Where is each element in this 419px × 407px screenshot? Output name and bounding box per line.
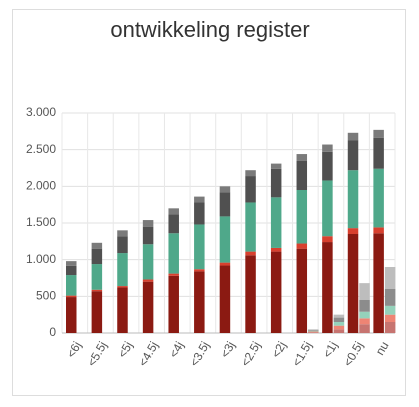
bar-segment — [117, 253, 128, 287]
bar-segment — [117, 236, 128, 254]
bar-segment — [347, 170, 359, 229]
bar-segment — [347, 228, 359, 234]
y-tick-label: 1.000 — [26, 252, 56, 266]
bar-segment — [168, 208, 179, 215]
bar-segment — [333, 322, 345, 326]
bar-segment — [91, 264, 103, 290]
bar-segment — [219, 262, 231, 266]
bar-segment — [142, 220, 154, 227]
bar-segment — [296, 190, 308, 244]
bar-segment — [333, 325, 345, 330]
bar-segment — [270, 168, 282, 198]
bar-segment — [296, 160, 308, 190]
bar-segment — [245, 170, 256, 177]
bar-segment — [322, 151, 333, 181]
y-tick-label: 3.000 — [26, 105, 56, 119]
bar-segment — [333, 329, 345, 333]
bar-segment — [308, 329, 319, 331]
bar-segment — [194, 224, 205, 270]
bar-segment — [219, 192, 231, 217]
bar-segment — [296, 243, 308, 249]
bar-segment — [219, 216, 231, 263]
bar-segment — [359, 311, 370, 319]
bar-segment — [245, 176, 256, 203]
bar-segment — [194, 271, 205, 333]
bar-segment — [322, 236, 333, 243]
bar-segment — [142, 244, 154, 280]
bar-segment — [333, 314, 345, 318]
bar-segment — [347, 140, 359, 171]
bar-segment — [384, 314, 396, 322]
bar-segment — [359, 318, 370, 325]
y-tick-label: 0 — [49, 325, 56, 339]
bar-segment — [322, 180, 333, 237]
bar-segment — [308, 331, 319, 333]
y-tick-label: 500 — [36, 289, 56, 303]
bar-segment — [142, 226, 154, 245]
bar-segment — [373, 129, 384, 138]
bar-segment — [359, 283, 370, 300]
chart-title: ontwikkeling register — [110, 17, 309, 42]
bar-segment — [347, 234, 359, 333]
bar-segment — [308, 330, 319, 331]
bar-segment — [219, 265, 231, 333]
chart-frame — [12, 9, 406, 396]
bar-segment — [66, 295, 77, 298]
bar-segment — [322, 242, 333, 333]
bar-segment — [66, 297, 77, 333]
bar-segment — [117, 230, 128, 237]
bar-segment — [194, 196, 205, 203]
bar-segment — [168, 233, 179, 274]
bar-segment — [66, 265, 77, 276]
y-tick-label: 2.000 — [26, 179, 56, 193]
bar-segment — [168, 214, 179, 234]
bar-segment — [322, 144, 333, 152]
bar-segment — [194, 202, 205, 225]
bar-segment — [384, 289, 396, 306]
bar-segment — [347, 132, 359, 141]
bar-segment — [296, 154, 308, 161]
bar-segment — [308, 330, 319, 332]
bar-segment — [91, 289, 103, 292]
bar-segment — [373, 233, 384, 333]
bar-segment — [359, 324, 370, 333]
bar-segment — [296, 248, 308, 333]
bar-segment — [168, 273, 179, 276]
x-tick-label: nu — [373, 339, 392, 358]
bar-segment — [219, 186, 231, 193]
bar-segment — [373, 227, 384, 234]
bar-segment — [91, 248, 103, 265]
bar-segment — [373, 137, 384, 169]
bar-segment — [194, 269, 205, 272]
bar-segment — [66, 261, 77, 266]
bar-segment — [270, 197, 282, 248]
bar-segment — [270, 251, 282, 333]
y-tick-label: 1.500 — [26, 215, 56, 229]
bar-segment — [333, 317, 345, 322]
bar-segment — [245, 255, 256, 333]
bar-segment — [91, 291, 103, 333]
bar-segment — [66, 275, 77, 296]
bar-segment — [270, 163, 282, 169]
bar-segment — [168, 275, 179, 333]
bar-segment — [384, 267, 396, 289]
bar-segment — [142, 279, 154, 282]
y-tick-label: 2.500 — [26, 142, 56, 156]
bar-segment — [384, 322, 396, 333]
bar-segment — [270, 247, 282, 252]
bar-segment — [117, 287, 128, 333]
bar-segment — [245, 251, 256, 256]
bar-segment — [359, 300, 370, 312]
bar-segment — [373, 168, 384, 228]
bar-segment — [384, 305, 396, 315]
bar-segment — [308, 332, 319, 333]
bar-segment — [245, 202, 256, 252]
bar-segment — [117, 286, 128, 288]
bar-segment — [91, 242, 103, 249]
bar-segment — [142, 281, 154, 333]
